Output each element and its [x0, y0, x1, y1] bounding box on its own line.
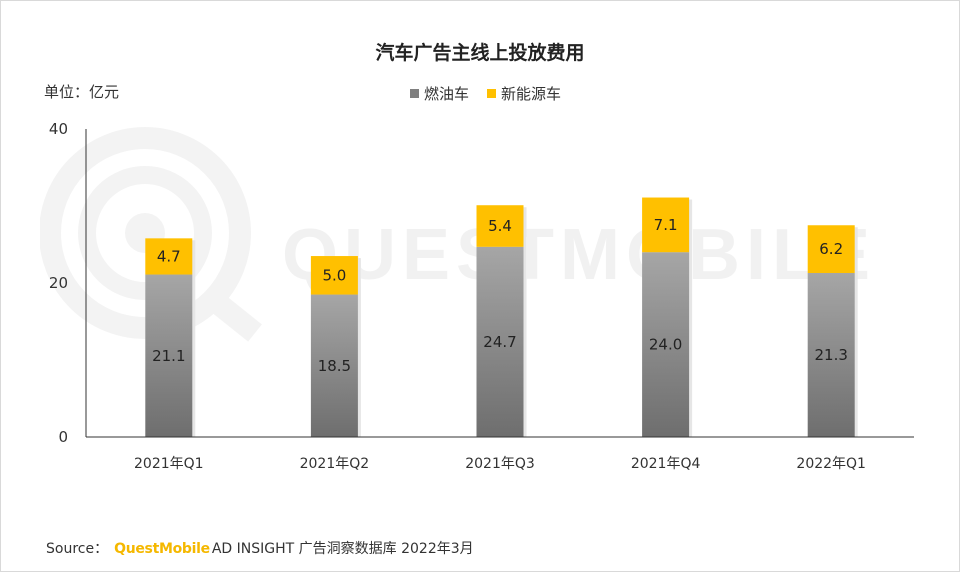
source-prefix: Source：	[46, 541, 109, 557]
data-label-nev: 5.0	[322, 266, 346, 284]
legend-item-fuel: 燃油车	[410, 83, 469, 104]
chart-title: 汽车广告主线上投放费用	[375, 42, 585, 64]
legend-item-nev: 新能源车	[487, 83, 561, 104]
bar-fuel	[642, 252, 690, 437]
source-line: Source： QuestMobile AD INSIGHT 广告洞察数据库 2…	[46, 538, 474, 558]
legend-label-nev: 新能源车	[501, 85, 562, 103]
data-label-nev: 5.4	[488, 217, 512, 235]
x-tick-label: 2022年Q1	[796, 456, 866, 472]
y-tick-label: 0	[58, 428, 68, 446]
bar-nev	[310, 256, 358, 295]
bar-fuel	[476, 246, 524, 437]
source-rest: AD INSIGHT 广告洞察数据库 2022年3月	[211, 541, 474, 557]
x-tick-label: 2021年Q4	[631, 456, 701, 472]
legend: 燃油车 新能源车	[410, 83, 579, 104]
watermark-text: QUESTMOBILE	[282, 215, 877, 295]
legend-swatch-fuel	[410, 89, 419, 98]
data-label-nev: 6.2	[819, 240, 843, 258]
y-tick-label: 40	[49, 120, 68, 138]
x-tick-label: 2021年Q2	[300, 456, 370, 472]
data-label-fuel: 21.1	[152, 347, 185, 365]
bar-nev	[476, 205, 524, 247]
bar-nev	[807, 225, 855, 273]
legend-swatch-nev	[487, 89, 497, 98]
legend-label-fuel: 燃油车	[424, 85, 470, 103]
data-label-fuel: 24.7	[483, 333, 516, 351]
y-tick-label: 20	[49, 274, 68, 292]
data-label-fuel: 24.0	[649, 336, 682, 354]
data-label-nev: 4.7	[157, 247, 181, 265]
bar-nev	[145, 238, 193, 275]
bar-nev	[642, 197, 690, 253]
x-tick-label: 2021年Q1	[134, 456, 204, 472]
bar-fuel	[807, 272, 855, 437]
bar-fuel	[145, 274, 193, 437]
data-label-fuel: 21.3	[814, 346, 847, 364]
source-brand: QuestMobile	[114, 541, 210, 557]
bar-fuel	[310, 294, 358, 437]
data-label-nev: 7.1	[654, 216, 678, 234]
unit-label: 单位：亿元	[44, 83, 120, 101]
data-label-fuel: 18.5	[318, 357, 351, 375]
x-tick-label: 2021年Q3	[465, 456, 535, 472]
